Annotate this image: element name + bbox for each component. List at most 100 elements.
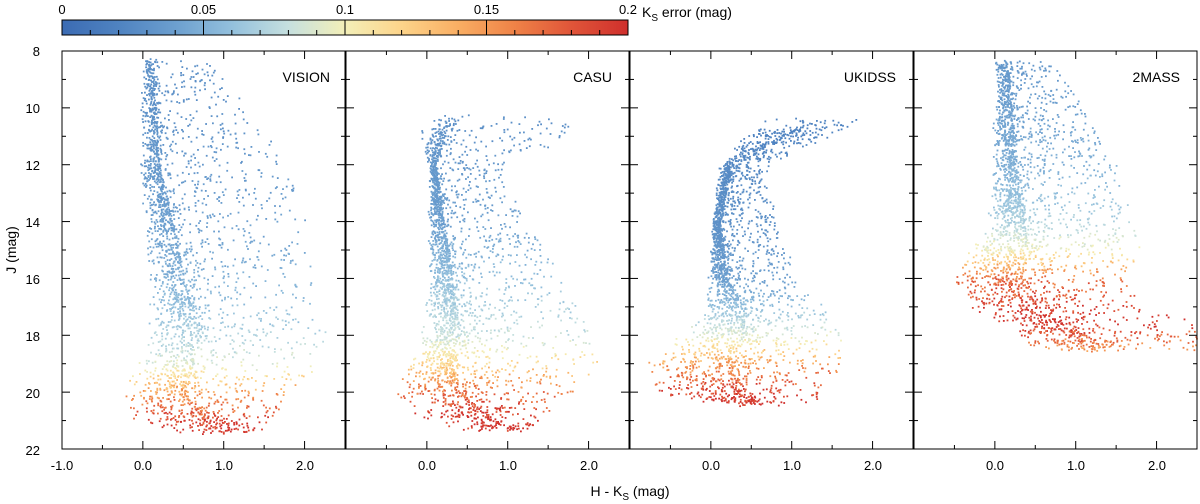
data-point (165, 245, 168, 248)
data-point (159, 220, 162, 223)
data-point (441, 271, 444, 273)
data-point (154, 152, 157, 155)
data-point (152, 171, 155, 174)
data-point (456, 365, 458, 367)
data-point (488, 180, 491, 182)
data-point (189, 285, 192, 287)
data-point (435, 172, 438, 175)
data-point (260, 172, 263, 174)
data-point (501, 312, 504, 315)
data-point (169, 217, 172, 220)
data-point (498, 309, 501, 311)
data-point (451, 209, 453, 212)
data-point (439, 372, 442, 375)
data-point (514, 407, 517, 409)
data-point (433, 203, 436, 206)
data-point (290, 347, 293, 350)
data-point (197, 384, 200, 387)
data-point (448, 120, 450, 122)
data-point (153, 404, 156, 407)
data-point (456, 179, 459, 182)
data-point (170, 413, 173, 415)
data-point (440, 119, 442, 122)
data-point (249, 339, 252, 342)
data-point (557, 391, 560, 394)
data-point (481, 425, 484, 428)
data-point (269, 323, 271, 326)
data-point (171, 284, 173, 287)
data-point (176, 112, 179, 115)
data-point (179, 326, 181, 328)
data-point (178, 258, 181, 261)
data-point (186, 361, 188, 364)
data-point (160, 151, 163, 153)
data-point (452, 272, 455, 275)
data-point (159, 405, 162, 408)
data-point (467, 253, 470, 256)
data-point (447, 179, 450, 182)
data-point (456, 129, 459, 132)
data-point (480, 272, 482, 275)
data-point (156, 183, 159, 186)
data-point (169, 393, 171, 396)
data-point (444, 373, 446, 376)
data-point (173, 277, 176, 279)
data-point (501, 258, 504, 261)
data-point (430, 141, 433, 143)
data-point (501, 152, 504, 155)
data-point (466, 400, 469, 403)
data-point (194, 403, 197, 405)
data-point (439, 209, 442, 212)
data-point (221, 143, 224, 145)
data-point (182, 282, 185, 285)
data-point (452, 415, 454, 418)
data-point (439, 248, 441, 250)
data-point (191, 334, 194, 336)
data-point (447, 280, 450, 282)
data-point (224, 398, 227, 401)
data-point (210, 397, 213, 400)
data-point (151, 109, 153, 111)
data-point (143, 177, 146, 180)
data-point (291, 259, 294, 262)
data-point (176, 245, 179, 248)
data-point (148, 137, 151, 139)
data-point (207, 412, 210, 414)
data-point (166, 333, 168, 336)
data-point (517, 391, 520, 393)
data-point (192, 414, 195, 417)
data-point (444, 380, 446, 383)
data-point (187, 125, 190, 127)
data-point (454, 201, 456, 204)
data-point (172, 275, 175, 277)
data-point (439, 151, 441, 153)
data-point (144, 132, 147, 134)
data-point (157, 174, 159, 176)
data-point (150, 79, 152, 82)
data-point (167, 394, 170, 396)
data-point (458, 414, 461, 417)
data-point (172, 298, 175, 301)
data-point (163, 94, 166, 97)
data-point (454, 386, 457, 389)
data-point (237, 147, 239, 150)
data-point (456, 323, 459, 326)
data-point (464, 310, 467, 312)
data-point (461, 274, 464, 277)
data-point (464, 394, 467, 397)
data-point (287, 252, 290, 255)
data-point (143, 99, 146, 102)
data-point (177, 375, 180, 377)
data-point (450, 216, 453, 219)
data-point (432, 357, 435, 360)
data-point (441, 254, 443, 257)
data-point (179, 259, 181, 262)
data-point (430, 207, 433, 210)
data-point (438, 137, 441, 140)
data-point (210, 359, 213, 362)
data-point (193, 353, 196, 356)
data-point (161, 249, 164, 252)
data-point (427, 390, 430, 392)
data-point (438, 118, 441, 121)
data-point (256, 328, 259, 331)
